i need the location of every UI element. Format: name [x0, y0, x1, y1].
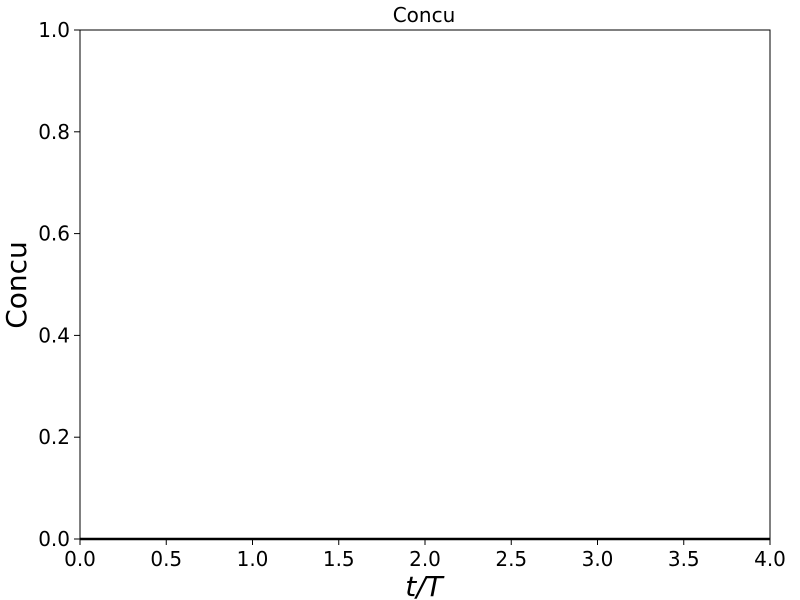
y-axis-label: Concu	[0, 241, 33, 329]
y-tick-label: 0.2	[38, 425, 70, 449]
y-tick-label: 0.0	[38, 527, 70, 551]
y-tick-label: 0.8	[38, 120, 70, 144]
x-tick-label: 0.5	[150, 547, 182, 571]
y-tick-label: 0.4	[38, 323, 70, 347]
x-tick-label: 2.5	[495, 547, 527, 571]
x-tick-label: 0.0	[64, 547, 96, 571]
x-axis-ticks: 0.0 0.5 1.0 1.5 2.0 2.5 3.0 3.5 4.0	[64, 539, 786, 571]
x-tick-label: 1.0	[237, 547, 269, 571]
plot-area	[79, 29, 771, 541]
y-tick-label: 0.6	[38, 222, 70, 246]
y-axis-ticks: 0.0 0.2 0.4 0.6 0.8 1.0	[38, 18, 80, 551]
plot-background	[80, 30, 770, 539]
x-axis-label: t/T	[405, 570, 444, 600]
x-tick-label: 3.0	[582, 547, 614, 571]
x-tick-label: 3.5	[668, 547, 700, 571]
y-tick-label: 1.0	[38, 18, 70, 42]
x-tick-label: 1.5	[323, 547, 355, 571]
x-tick-label: 2.0	[409, 547, 441, 571]
chart-title: Concu	[393, 3, 456, 27]
x-tick-label: 4.0	[754, 547, 786, 571]
